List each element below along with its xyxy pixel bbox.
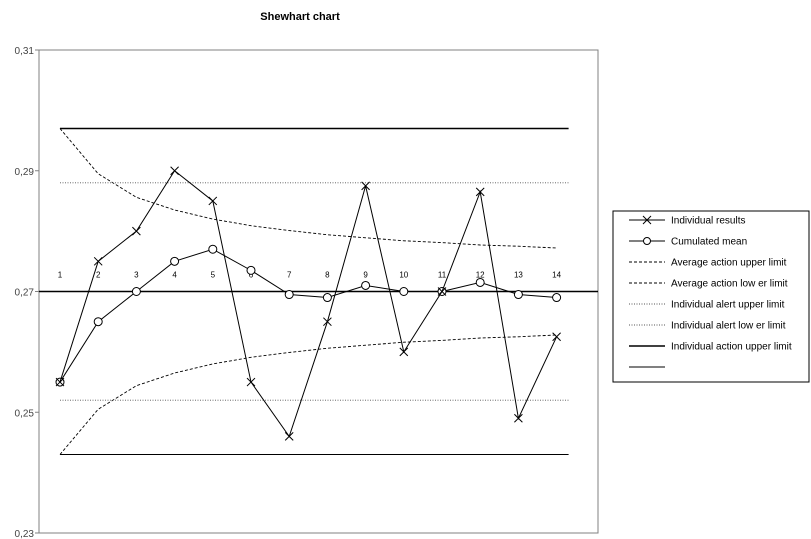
x-tick-label: 7 bbox=[287, 271, 292, 280]
data-point-x bbox=[170, 166, 179, 176]
data-point-x bbox=[437, 287, 447, 296]
x-tick-label: 3 bbox=[134, 271, 139, 280]
x-tick-labels: 1 2 3 4 5 6 7 8 9 10 11 12 13 14 bbox=[58, 271, 562, 280]
legend-entry: Individual alert upper limit bbox=[629, 300, 785, 311]
data-point-x bbox=[514, 413, 523, 423]
data-point-circle bbox=[208, 244, 218, 254]
data-point-x bbox=[132, 226, 141, 236]
data-point-circle bbox=[399, 287, 409, 296]
data-point-x bbox=[399, 347, 409, 357]
data-point-circle bbox=[246, 265, 256, 275]
data-point-x bbox=[323, 317, 332, 327]
series-line bbox=[59, 248, 557, 383]
legend-entry: Individual results bbox=[629, 216, 745, 227]
x-tick-label: 10 bbox=[399, 271, 408, 280]
y-tick-label: 0,29 bbox=[15, 167, 35, 178]
data-point-circle bbox=[513, 290, 523, 300]
series-2 bbox=[59, 128, 557, 249]
x-tick-label: 14 bbox=[552, 271, 561, 280]
data-point-x bbox=[552, 332, 561, 342]
x-tick-label: 5 bbox=[211, 271, 216, 280]
series-line bbox=[59, 334, 557, 455]
series-layer bbox=[55, 127, 569, 456]
legend-label: Average action upper limit bbox=[671, 258, 787, 269]
x-tick-label: 9 bbox=[363, 271, 368, 280]
data-point-circle bbox=[361, 280, 371, 290]
x-tick-label: 8 bbox=[325, 271, 330, 280]
y-tick-label: 0,31 bbox=[15, 46, 35, 57]
legend-entry: Average action low er limit bbox=[629, 279, 788, 290]
data-point-x bbox=[284, 432, 294, 441]
x-tick-label: 13 bbox=[514, 271, 523, 280]
data-point-circle bbox=[93, 317, 103, 327]
series-line bbox=[59, 128, 557, 249]
legend-entry: Cumulated mean bbox=[629, 237, 747, 248]
series-0 bbox=[55, 166, 561, 441]
legend-label: Individual alert low er limit bbox=[671, 321, 786, 332]
y-tick-label: 0,23 bbox=[15, 529, 35, 539]
legend-label: Cumulated mean bbox=[671, 237, 747, 248]
data-point-x bbox=[55, 377, 65, 387]
data-point-circle bbox=[322, 293, 332, 303]
y-axis: 0,23 0,25 0,27 0,29 0,31 bbox=[15, 46, 40, 539]
data-point-x bbox=[246, 377, 256, 387]
x-tick-label: 6 bbox=[249, 271, 254, 280]
legend-marker-circle bbox=[643, 237, 651, 245]
legend-entry: Average action upper limit bbox=[629, 258, 787, 269]
x-tick-label: 11 bbox=[438, 271, 447, 280]
data-point-x bbox=[361, 181, 370, 191]
legend-label: Average action low er limit bbox=[671, 279, 788, 290]
x-tick-label: 2 bbox=[96, 271, 101, 280]
legend-entry: Individual action upper limit bbox=[629, 342, 792, 353]
x-tick-label: 1 bbox=[58, 271, 63, 280]
series-3 bbox=[59, 334, 557, 455]
y-tick-label: 0,27 bbox=[15, 288, 35, 299]
data-point-x bbox=[475, 187, 485, 197]
x-tick-label: 4 bbox=[172, 271, 177, 280]
y-tick-label: 0,25 bbox=[15, 408, 35, 419]
data-point-circle bbox=[131, 287, 141, 296]
chart-title: Shewhart chart bbox=[260, 11, 340, 23]
data-point-circle bbox=[170, 256, 180, 266]
x-tick-label: 12 bbox=[476, 271, 485, 280]
data-point-circle bbox=[552, 293, 562, 303]
data-point-circle bbox=[475, 277, 485, 287]
series-line bbox=[59, 170, 558, 438]
data-point-x bbox=[208, 196, 218, 206]
data-point-x bbox=[93, 256, 103, 266]
legend-entry: Individual alert low er limit bbox=[629, 321, 786, 332]
legend: Individual results Cumulated mean Average … bbox=[612, 210, 810, 383]
legend-marker-x bbox=[642, 215, 652, 225]
legend-label: Individual results bbox=[671, 216, 745, 227]
legend-label: Individual action upper limit bbox=[671, 342, 792, 353]
data-point-circle bbox=[284, 290, 294, 300]
legend-label: Individual alert upper limit bbox=[671, 300, 785, 311]
